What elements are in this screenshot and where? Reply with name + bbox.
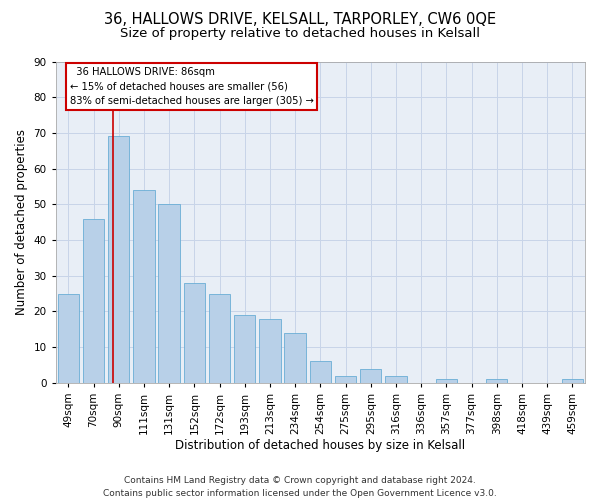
Bar	[436, 379, 457, 383]
Bar	[562, 379, 583, 383]
Bar	[284, 333, 306, 383]
Bar	[184, 283, 205, 383]
X-axis label: Distribution of detached houses by size in Kelsall: Distribution of detached houses by size …	[175, 440, 466, 452]
Bar	[108, 136, 130, 383]
Bar	[58, 294, 79, 383]
Text: 36, HALLOWS DRIVE, KELSALL, TARPORLEY, CW6 0QE: 36, HALLOWS DRIVE, KELSALL, TARPORLEY, C…	[104, 12, 496, 28]
Bar	[209, 294, 230, 383]
Y-axis label: Number of detached properties: Number of detached properties	[15, 129, 28, 315]
Bar	[385, 376, 407, 383]
Bar	[133, 190, 155, 383]
Bar	[83, 218, 104, 383]
Bar	[234, 315, 256, 383]
Text: 36 HALLOWS DRIVE: 86sqm  
← 15% of detached houses are smaller (56)
83% of semi-: 36 HALLOWS DRIVE: 86sqm ← 15% of detache…	[70, 67, 313, 106]
Bar	[158, 204, 180, 383]
Text: Size of property relative to detached houses in Kelsall: Size of property relative to detached ho…	[120, 28, 480, 40]
Text: Contains HM Land Registry data © Crown copyright and database right 2024.
Contai: Contains HM Land Registry data © Crown c…	[103, 476, 497, 498]
Bar	[360, 368, 382, 383]
Bar	[310, 362, 331, 383]
Bar	[486, 379, 508, 383]
Bar	[259, 318, 281, 383]
Bar	[335, 376, 356, 383]
